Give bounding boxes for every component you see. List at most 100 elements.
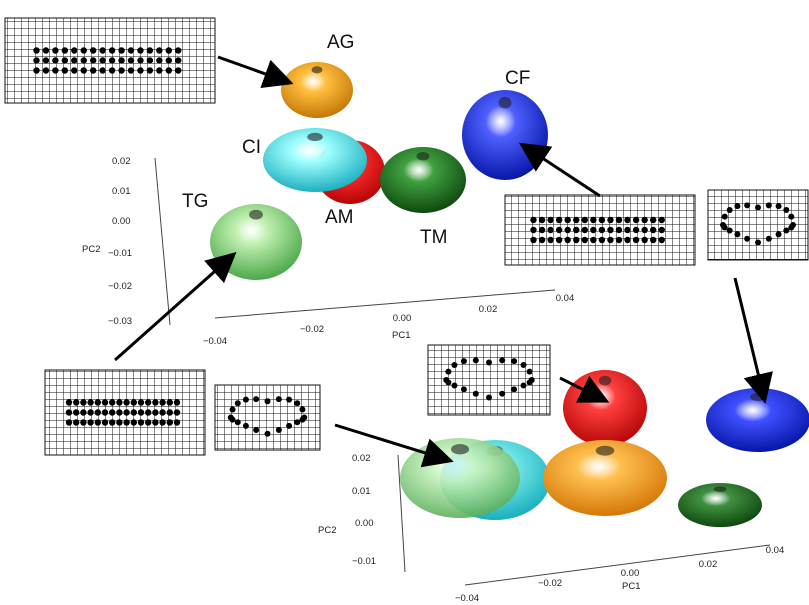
tick-label: −0.01: [108, 248, 132, 259]
landmark: [80, 399, 87, 406]
landmark: [73, 419, 80, 426]
landmark: [234, 419, 241, 426]
tick-label: −0.02: [538, 578, 562, 589]
landmark: [137, 67, 144, 74]
landmark: [547, 226, 554, 234]
tick-label: −0.01: [352, 556, 376, 567]
landmark: [632, 226, 640, 234]
landmark: [641, 226, 648, 234]
landmark: [33, 47, 40, 54]
landmark: [94, 399, 102, 406]
group-label: CF: [505, 68, 530, 89]
landmark: [80, 409, 87, 416]
landmark: [275, 396, 282, 403]
landmark: [538, 216, 546, 224]
landmark: [152, 419, 159, 426]
landmark: [108, 67, 116, 74]
landmark: [127, 47, 135, 54]
landmark: [71, 47, 78, 54]
landmark: [159, 409, 166, 416]
landmark: [460, 386, 467, 393]
landmark: [175, 67, 182, 74]
landmark: [116, 409, 123, 416]
tick-label: 0.02: [112, 156, 131, 167]
landmark: [116, 399, 123, 406]
landmark: [137, 47, 144, 54]
landmark: [146, 47, 154, 54]
landmark: [118, 67, 125, 74]
landmark: [598, 216, 606, 224]
landmark: [123, 409, 130, 416]
landmark: [152, 399, 159, 406]
landmark: [175, 57, 182, 64]
tick-label: −0.03: [108, 316, 132, 327]
landmark: [80, 57, 87, 64]
axis-title: PC1: [622, 581, 640, 592]
landmark: [650, 226, 657, 234]
landmark: [94, 409, 102, 416]
landmark: [775, 203, 782, 210]
landmark: [145, 399, 152, 406]
ellipsoid-pole: [498, 96, 512, 109]
landmark: [499, 357, 506, 364]
landmark: [294, 400, 301, 407]
landmark: [658, 216, 665, 224]
landmark: [624, 216, 631, 224]
landmark: [127, 57, 135, 64]
landmark: [547, 216, 554, 224]
landmark: [783, 206, 790, 213]
tick-label: 0.01: [112, 186, 131, 197]
landmark: [80, 419, 87, 426]
landmark: [108, 47, 116, 54]
landmark: [581, 216, 588, 224]
axis-title: PC2: [318, 525, 336, 536]
landmark: [73, 409, 80, 416]
landmark: [156, 47, 163, 54]
landmark: [71, 67, 78, 74]
tick-label: 0.00: [355, 518, 374, 529]
landmark: [286, 422, 293, 429]
landmark: [511, 358, 518, 365]
tick-label: 0.02: [699, 559, 718, 570]
landmark: [123, 419, 130, 426]
tick-label: −0.04: [203, 336, 227, 347]
landmark: [61, 57, 69, 64]
landmark: [159, 399, 166, 406]
landmark: [765, 202, 772, 209]
landmark: [156, 67, 163, 74]
landmark: [451, 382, 458, 389]
landmark: [744, 235, 751, 242]
group-label: CI: [242, 137, 261, 158]
landmark: [765, 235, 772, 242]
landmark: [564, 216, 571, 224]
landmark: [573, 216, 580, 224]
landmark: [99, 47, 106, 54]
landmark: [145, 409, 152, 416]
landmark: [264, 398, 271, 405]
landmark: [156, 57, 163, 64]
landmark: [145, 419, 152, 426]
landmark: [650, 216, 657, 224]
landmark: [445, 368, 452, 375]
landmark: [65, 409, 73, 416]
landmark: [581, 226, 588, 234]
landmark: [166, 409, 173, 416]
tick-label: 0.00: [393, 313, 412, 324]
landmark: [99, 67, 106, 74]
landmark: [116, 419, 123, 426]
ellipsoid-pole: [598, 375, 612, 386]
landmark: [299, 406, 306, 413]
landmark: [118, 47, 125, 54]
landmark: [286, 396, 293, 403]
landmark: [229, 406, 236, 413]
landmark: [165, 57, 172, 64]
landmark: [165, 47, 172, 54]
landmark: [598, 236, 606, 244]
landmark: [530, 216, 537, 224]
landmark: [720, 222, 726, 228]
landmark: [42, 57, 50, 64]
landmark: [94, 419, 102, 426]
landmark: [80, 47, 87, 54]
ellipsoid-pole: [311, 66, 323, 74]
